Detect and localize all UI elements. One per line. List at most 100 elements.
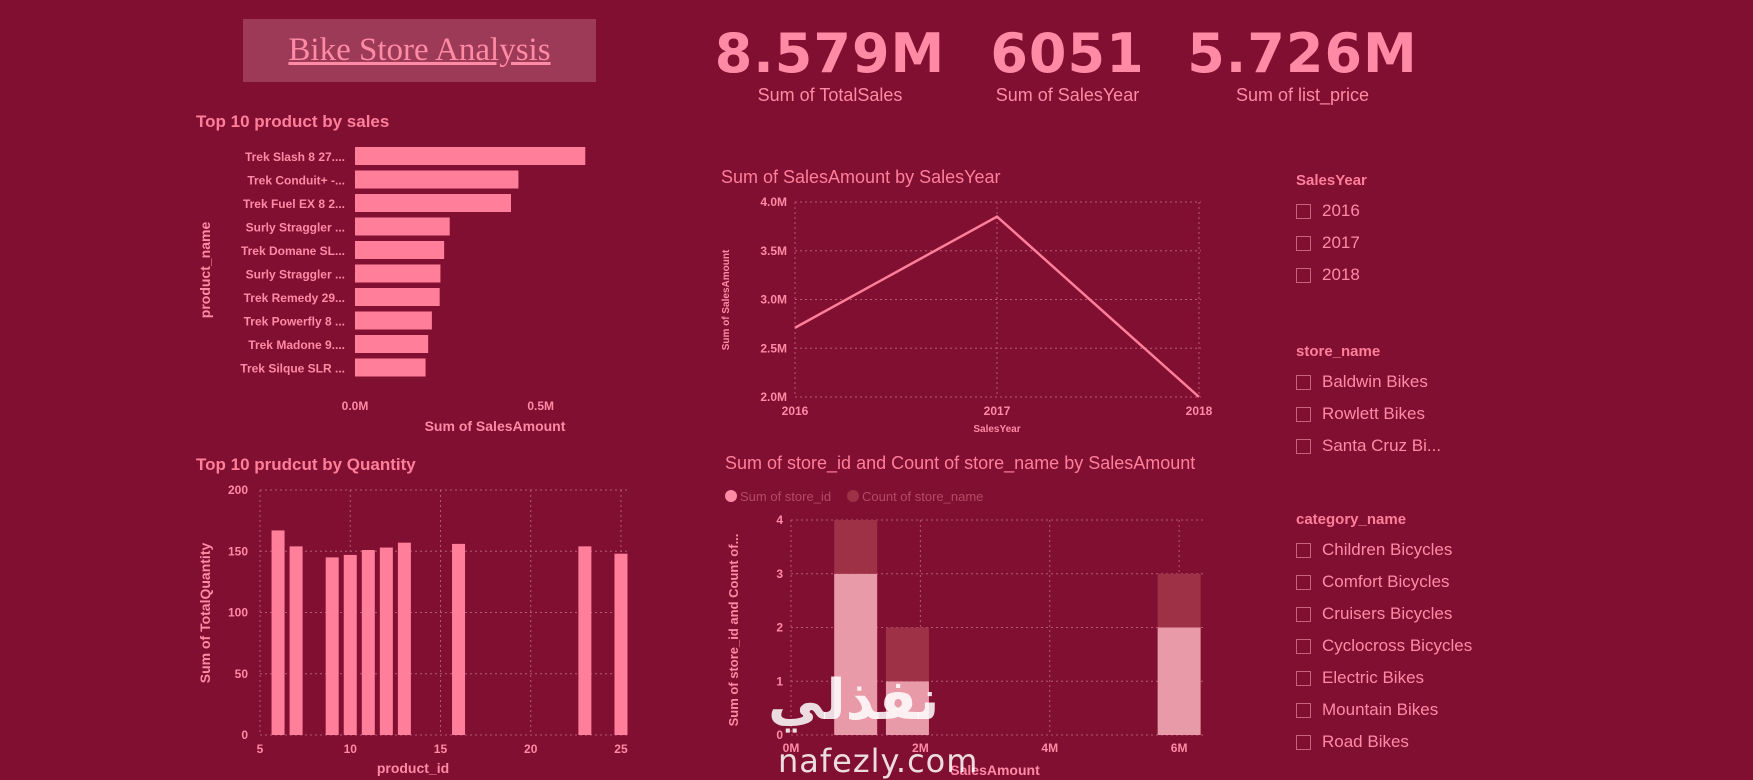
x-axis-label: Sum of SalesAmount (425, 418, 566, 434)
watermark-arabic: نفذلي (768, 668, 940, 733)
y-tick-label: 3.0M (760, 293, 787, 307)
kpi-card-list-price: 5.726M Sum of list_price (1180, 22, 1425, 106)
checkbox[interactable] (1296, 374, 1311, 390)
bar (379, 547, 393, 735)
kpi-card-sales-year: 6051 Sum of SalesYear (965, 22, 1170, 106)
y-tick-label: 3.5M (760, 244, 787, 258)
bar (355, 311, 432, 330)
category-label: Trek Slash 8 27.... (245, 150, 345, 164)
kpi-value: 8.579M (714, 22, 946, 85)
top10-sales-chart[interactable]: Trek Slash 8 27.... Trek Conduit+ -... Tre… (190, 140, 670, 440)
category-label: Surly Straggler ... (246, 221, 345, 235)
category-label: Trek Powerfly 8 ... (244, 315, 345, 329)
bar (355, 241, 445, 259)
legend-marker (847, 490, 859, 502)
x-tick-label: 2016 (782, 404, 809, 418)
checkbox[interactable] (1296, 235, 1311, 251)
option-label: Road Bikes (1322, 732, 1409, 751)
slicer-option[interactable]: Children Bicycles (1296, 534, 1536, 566)
y-axis-label: product_name (197, 222, 213, 319)
top10-quantity-chart[interactable]: 0 50 100 150 200 5 10 15 20 25 product_id Sum of To… (190, 478, 650, 779)
checkbox[interactable] (1296, 406, 1311, 422)
bar (355, 335, 429, 353)
bar (289, 546, 303, 735)
bar (452, 543, 466, 735)
x-tick-label: 2M (912, 741, 929, 755)
x-tick-label: 4M (1041, 741, 1058, 755)
bar (271, 530, 285, 735)
slicer-option[interactable]: Electric Bikes (1296, 662, 1536, 694)
bar (355, 194, 511, 212)
x-axis-label: SalesAmount (950, 762, 1040, 778)
checkbox[interactable] (1296, 203, 1311, 219)
option-label: Mountain Bikes (1322, 700, 1439, 719)
option-label: Rowlett Bikes (1322, 404, 1425, 423)
checkbox[interactable] (1296, 574, 1311, 590)
y-tick-label: 2.5M (760, 341, 787, 355)
x-tick-label: 15 (434, 742, 448, 756)
x-tick-label: 2017 (984, 404, 1011, 418)
option-label: Santa Cruz Bi... (1322, 436, 1442, 455)
option-label: Electric Bikes (1322, 668, 1425, 687)
y-tick-label: 4 (776, 513, 783, 527)
bar (355, 358, 426, 377)
y-tick-label: 2 (776, 621, 783, 635)
option-label: Cyclocross Bicycles (1322, 636, 1473, 655)
slicer-option[interactable]: 2018 (1296, 259, 1536, 291)
slicer-option[interactable]: 2016 (1296, 195, 1536, 227)
category-label: Trek Fuel EX 8 2... (243, 197, 345, 211)
slicer-option[interactable]: Rowlett Bikes (1296, 398, 1536, 430)
slicer-title: store_name (1296, 343, 1381, 360)
checkbox[interactable] (1296, 734, 1311, 750)
option-label: 2017 (1322, 233, 1360, 252)
checkbox[interactable] (1296, 670, 1311, 686)
slicer-sales-year: SalesYear 2016 2017 2018 (1296, 172, 1536, 291)
kpi-label: Sum of TotalSales (757, 85, 903, 105)
slicer-option[interactable]: 2017 (1296, 227, 1536, 259)
report-title-box: Bike Store Analysis (243, 19, 596, 82)
slicer-option[interactable]: Mountain Bikes (1296, 694, 1536, 726)
chart-title: Top 10 product by sales (196, 112, 390, 131)
checkbox[interactable] (1296, 638, 1311, 654)
legend-label: Count of store_name (862, 489, 983, 504)
category-label: Trek Remedy 29... (244, 291, 345, 305)
chart-title: Sum of SalesAmount by SalesYear (721, 167, 1001, 187)
slicer-option[interactable]: Cyclocross Bicycles (1296, 630, 1536, 662)
x-tick-label: 0.0M (342, 399, 369, 413)
checkbox[interactable] (1296, 542, 1311, 558)
y-tick-label: 4.0M (760, 195, 787, 209)
slicer-option[interactable]: Road Bikes (1296, 726, 1536, 758)
option-label: Cruisers Bicycles (1322, 604, 1453, 623)
y-axis-label: Sum of SalesAmount (721, 249, 732, 350)
kpi-label: Sum of SalesYear (995, 85, 1140, 105)
x-tick-label: 10 (344, 742, 358, 756)
sales-by-year-chart[interactable]: 2.0M 2.5M 3.0M 3.5M 4.0M 2016 2017 2018 SalesYea… (715, 190, 1235, 440)
x-tick-label: 25 (614, 742, 628, 756)
series-line (794, 215, 1200, 398)
store-stacked-chart[interactable]: Sum of store_id Count of store_name 0 1 2 3 4 0… (715, 480, 1215, 779)
x-tick-label: 2018 (1186, 404, 1213, 418)
legend-marker (725, 490, 737, 502)
bar (614, 553, 628, 735)
bar-segment (1157, 573, 1201, 628)
checkbox[interactable] (1296, 438, 1311, 454)
slicer-option[interactable]: Comfort Bicycles (1296, 566, 1536, 598)
category-label: Trek Domane SL... (241, 244, 345, 258)
checkbox[interactable] (1296, 606, 1311, 622)
slicer-title: SalesYear (1296, 172, 1367, 189)
checkbox[interactable] (1296, 702, 1311, 718)
x-tick-label: 0M (783, 741, 800, 755)
slicer-option[interactable]: Cruisers Bicycles (1296, 598, 1536, 630)
option-label: Children Bicycles (1322, 540, 1453, 559)
x-axis-label: SalesYear (973, 424, 1020, 435)
slicer-option[interactable]: Santa Cruz Bi... (1296, 430, 1536, 462)
slicer-option[interactable]: Baldwin Bikes (1296, 366, 1536, 398)
chart-title: Sum of store_id and Count of store_name … (725, 453, 1196, 473)
checkbox[interactable] (1296, 267, 1311, 283)
bar-segment (1157, 627, 1201, 735)
y-tick-label: 2.0M (760, 390, 787, 404)
bar (355, 217, 450, 236)
bar-segment (885, 627, 929, 682)
x-tick-label: 5 (257, 742, 264, 756)
x-tick-label: 0.5M (527, 399, 554, 413)
